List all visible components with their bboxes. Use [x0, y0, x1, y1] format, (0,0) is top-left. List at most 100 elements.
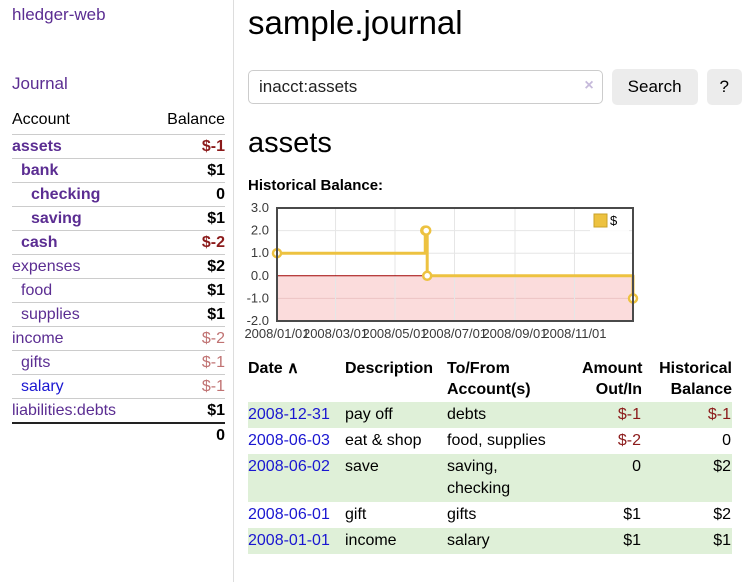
accounts-total-value: 0 — [142, 422, 225, 447]
txn-amount: $-2 — [617, 432, 641, 449]
account-balance: $-2 — [142, 326, 225, 351]
register-row: 2008-06-02 save saving, checking 0 $2 — [248, 454, 732, 502]
account-row-cash: cash $-2 — [12, 230, 225, 255]
txn-accounts: salary — [447, 532, 490, 549]
txn-description: gift — [345, 506, 367, 523]
txn-amount: $-1 — [617, 406, 641, 423]
account-balance: 0 — [142, 182, 225, 207]
svg-text:2008/11/01: 2008/11/01 — [542, 326, 606, 341]
txn-balance: 0 — [722, 432, 731, 449]
nav-journal-link[interactable]: Journal — [12, 74, 68, 93]
txn-description: income — [345, 532, 397, 549]
txn-date-link[interactable]: 2008-01-01 — [248, 532, 330, 549]
txn-balance: $-1 — [707, 406, 731, 423]
col-amount: Amount Out/In — [582, 360, 643, 398]
account-row-saving: saving $1 — [12, 206, 225, 231]
account-balance: $1 — [142, 302, 225, 327]
col-balance: Historical Balance — [659, 360, 732, 398]
account-row-gifts: gifts $-1 — [12, 350, 225, 375]
account-row-salary: salary $-1 — [12, 374, 225, 399]
account-row-assets: assets $-1 — [12, 134, 225, 159]
txn-balance: $2 — [713, 458, 731, 475]
account-row-food: food $1 — [12, 278, 225, 303]
account-link-supplies[interactable]: supplies — [21, 306, 80, 323]
account-row-income: income $-2 — [12, 326, 225, 351]
account-balance: $1 — [142, 398, 225, 423]
account-link-salary[interactable]: salary — [21, 378, 64, 395]
register-table: Date ∧ Description To/From Account(s) Am… — [248, 356, 732, 554]
register-row: 2008-06-01 gift gifts $1 $2 — [248, 502, 732, 528]
sort-asc-icon: ∧ — [287, 360, 299, 377]
search-button[interactable]: Search — [611, 69, 698, 105]
account-link-cash[interactable]: cash — [21, 234, 58, 251]
page-title: sample.journal — [248, 4, 463, 41]
txn-date-link[interactable]: 2008-12-31 — [248, 406, 330, 423]
chart-canvas: $3.0 2.0 1.0 0.0 -1.0 -2.02008/01/012008/03/0… — [244, 200, 639, 341]
svg-text:2008/05/01: 2008/05/01 — [362, 326, 427, 341]
account-link-gifts[interactable]: gifts — [21, 354, 51, 371]
register-row: 2008-01-01 income salary $1 $1 — [248, 528, 732, 554]
search-input[interactable] — [248, 70, 603, 104]
account-link-liabilities-debts[interactable]: liabilities:debts — [12, 402, 117, 419]
account-link-bank[interactable]: bank — [21, 162, 59, 179]
help-button[interactable]: ? — [706, 69, 742, 105]
svg-text:2008/03/01: 2008/03/01 — [303, 326, 368, 341]
svg-text:-2.0: -2.0 — [247, 313, 269, 328]
txn-description: save — [345, 458, 379, 475]
svg-text:2008/01/01: 2008/01/01 — [244, 326, 309, 341]
txn-amount: 0 — [632, 458, 641, 475]
txn-amount: $1 — [623, 506, 641, 523]
main-content: sample.journal × Search ? assets Histori… — [244, 0, 742, 554]
svg-text:$: $ — [610, 213, 618, 228]
col-accounts: To/From Account(s) — [447, 360, 531, 398]
account-balance: $-1 — [142, 350, 225, 375]
txn-amount: $1 — [623, 532, 641, 549]
register-row: 2008-06-03 eat & shop food, supplies $-2… — [248, 428, 732, 454]
col-date[interactable]: Date ∧ — [248, 360, 299, 377]
col-description: Description — [345, 360, 434, 377]
account-link-checking[interactable]: checking — [31, 186, 101, 203]
account-row-liabilities-debts: liabilities:debts $1 — [12, 398, 225, 423]
account-link-expenses[interactable]: expenses — [12, 258, 81, 275]
account-row-supplies: supplies $1 — [12, 302, 225, 327]
account-balance: $-2 — [142, 230, 225, 255]
txn-date-link[interactable]: 2008-06-02 — [248, 458, 330, 475]
account-balance: $-1 — [142, 374, 225, 399]
txn-accounts: saving, checking — [447, 458, 511, 497]
account-row-checking: checking 0 — [12, 182, 225, 207]
account-link-assets[interactable]: assets — [12, 138, 62, 155]
txn-description: pay off — [345, 406, 393, 423]
account-link-food[interactable]: food — [21, 282, 53, 299]
txn-accounts: food, supplies — [447, 432, 546, 449]
sidebar: hledger-web Journal Account Balance asse… — [0, 0, 234, 582]
txn-accounts: debts — [447, 406, 487, 423]
account-link-saving[interactable]: saving — [31, 210, 82, 227]
txn-date-link[interactable]: 2008-06-03 — [248, 432, 330, 449]
register-header-row: Date ∧ Description To/From Account(s) Am… — [248, 356, 732, 402]
txn-date-link[interactable]: 2008-06-01 — [248, 506, 330, 523]
svg-text:2.0: 2.0 — [251, 223, 269, 238]
account-row-expenses: expenses $2 — [12, 254, 225, 279]
accounts-header-balance: Balance — [167, 111, 225, 128]
account-balance: $-1 — [142, 134, 225, 159]
register-row: 2008-12-31 pay off debts $-1 $-1 — [248, 402, 732, 428]
svg-text:-1.0: -1.0 — [247, 290, 269, 305]
svg-text:3.0: 3.0 — [251, 200, 269, 215]
clear-search-icon[interactable]: × — [584, 77, 594, 94]
account-heading: assets — [248, 127, 332, 159]
txn-balance: $2 — [713, 506, 731, 523]
accounts-total-row: 0 — [12, 422, 225, 447]
account-link-income[interactable]: income — [12, 330, 64, 347]
account-balance: $1 — [142, 206, 225, 231]
account-balance: $1 — [142, 158, 225, 183]
accounts-table: Account Balance assets $-1 bank $1 checkin… — [12, 111, 225, 447]
brand-link[interactable]: hledger-web — [12, 5, 106, 24]
txn-balance: $1 — [713, 532, 731, 549]
historical-balance-chart: $3.0 2.0 1.0 0.0 -1.0 -2.0 2008/01/01 2008/03/0… — [243, 200, 643, 342]
search-form: × Search ? — [248, 69, 742, 105]
svg-text:1.0: 1.0 — [251, 245, 269, 260]
account-balance: $2 — [142, 254, 225, 279]
account-row-bank: bank $1 — [12, 158, 225, 183]
chart-title: Historical Balance: — [248, 177, 384, 194]
txn-description: eat & shop — [345, 432, 422, 449]
